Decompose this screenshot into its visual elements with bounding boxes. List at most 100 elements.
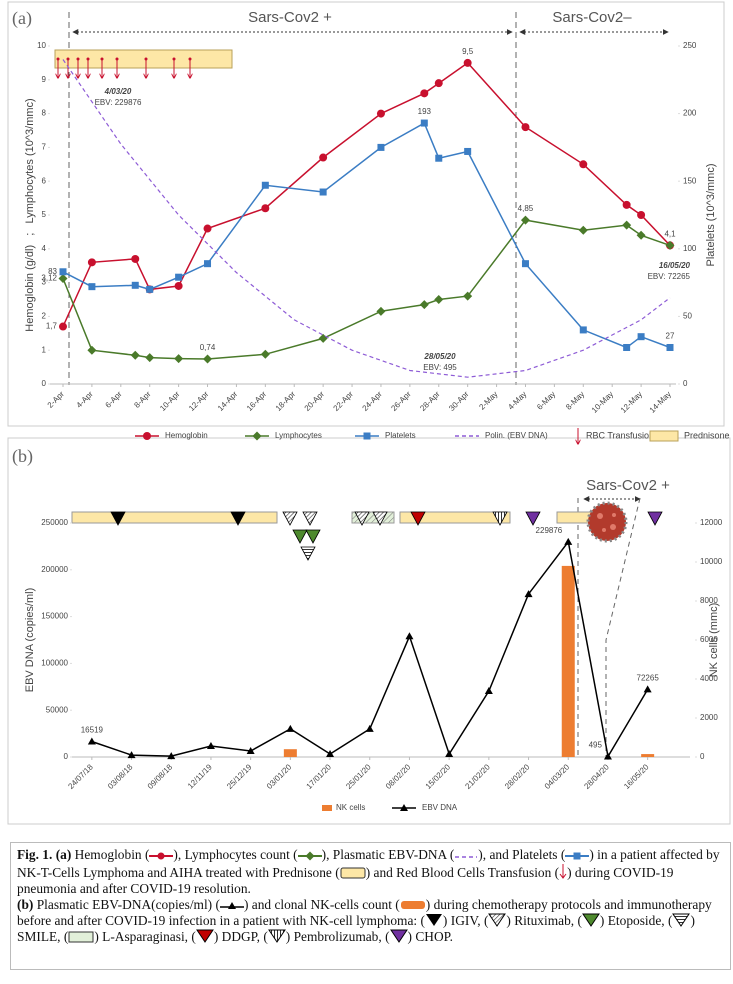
y2-tick-label: 50 xyxy=(683,312,692,321)
x-tick-label: 25/01/20 xyxy=(344,762,373,791)
y2-tick-label: 150 xyxy=(683,176,697,185)
annotation: 4/03/20 xyxy=(104,87,132,96)
y2-tick-label: 8000 xyxy=(700,596,718,605)
caption-text: Hemoglobin ( xyxy=(71,847,150,862)
y2-tick-label: 2000 xyxy=(700,713,718,722)
y-axis-label: EBV DNA (copies/ml) xyxy=(24,588,36,693)
icon-nk xyxy=(400,901,425,909)
prednisone-bar xyxy=(54,49,233,69)
point xyxy=(464,147,472,155)
etoposide xyxy=(305,529,321,544)
point xyxy=(252,431,262,441)
annotation: EBV: 495 xyxy=(423,363,457,372)
x-tick-label: 09/08/18 xyxy=(146,762,175,791)
point xyxy=(463,58,472,67)
caption-text: (b) xyxy=(17,897,34,912)
point xyxy=(603,752,612,760)
x-tick-label: 4-Apr xyxy=(75,389,95,409)
point xyxy=(87,737,96,745)
series-line xyxy=(62,122,671,349)
point xyxy=(623,343,631,351)
x-tick-label: 2-Apr xyxy=(46,389,66,409)
point xyxy=(484,687,493,695)
point xyxy=(524,590,533,598)
x-tick-label: 4-May xyxy=(506,390,528,412)
point xyxy=(175,273,183,281)
point xyxy=(405,632,414,640)
x-tick-label: 6-May xyxy=(535,390,557,412)
series-line xyxy=(62,59,671,378)
point xyxy=(435,154,443,162)
y-tick-label: 250000 xyxy=(41,518,68,527)
point xyxy=(260,349,270,359)
caption-text: ) Etoposide, ( xyxy=(599,913,673,928)
point xyxy=(88,283,96,291)
caption-text: ) DDGP, ( xyxy=(213,929,268,944)
point xyxy=(365,724,374,732)
x-tick-label: 28/02/20 xyxy=(503,762,532,791)
icon-igiv xyxy=(425,914,442,926)
transfusion-dot xyxy=(100,57,104,61)
prednisone-bar xyxy=(399,511,511,524)
y-tick-label: 0 xyxy=(42,379,47,388)
y-tick-label: 5 xyxy=(42,210,47,219)
x-tick-label: 14-Apr xyxy=(216,389,240,413)
icon-etoposide xyxy=(581,913,600,927)
icon-ebv-dna xyxy=(219,902,244,909)
point xyxy=(131,281,139,289)
legend-label: Lymphocytes xyxy=(275,431,322,440)
x-tick-label: 04/03/20 xyxy=(543,762,572,791)
y-tick-label: 9 xyxy=(42,75,47,84)
caption-text: (a) xyxy=(52,847,72,862)
transfusions xyxy=(57,57,192,79)
annotation: EBV: 229876 xyxy=(95,98,142,107)
point xyxy=(420,89,429,98)
value-label: 83 xyxy=(48,267,57,276)
prednisone-bar xyxy=(556,511,592,524)
legend-label: RBC Transfusion xyxy=(586,430,654,440)
annotation: EBV: 72265 xyxy=(648,272,691,281)
x-tick-label: 14-May xyxy=(648,390,673,415)
panel-label: (b) xyxy=(12,446,33,467)
icon-pembrolizumab xyxy=(267,929,286,943)
point xyxy=(420,119,428,127)
x-tick-label: 8-May xyxy=(564,390,586,412)
point xyxy=(665,240,675,250)
x-tick-label: 22-Apr xyxy=(332,389,356,413)
y-tick-label: 6 xyxy=(42,176,47,185)
point xyxy=(261,204,270,213)
icon-chop xyxy=(389,929,408,943)
y2-tick-label: 4000 xyxy=(700,674,718,683)
point xyxy=(434,295,444,304)
igiv xyxy=(110,511,126,526)
point xyxy=(578,225,588,235)
transfusion-dot xyxy=(76,57,80,61)
x-tick-label: 8-Apr xyxy=(132,389,152,409)
point xyxy=(445,750,454,758)
transfusion-dot xyxy=(66,57,70,61)
legend-label: Polin. (EBV DNA) xyxy=(485,431,548,440)
rituximab xyxy=(302,511,318,526)
x-tick-label: 21/02/20 xyxy=(463,762,492,791)
y-tick-label: 2 xyxy=(42,312,47,321)
y-tick-label: 200000 xyxy=(41,565,68,574)
x-tick-label: 17/01/20 xyxy=(305,762,334,791)
transfusion-dot xyxy=(172,57,176,61)
point xyxy=(434,79,443,88)
y-tick-label: 7 xyxy=(42,143,47,152)
point xyxy=(564,537,573,545)
treatments xyxy=(71,501,663,561)
point xyxy=(59,268,67,276)
caption-text: ) CHOP. xyxy=(407,929,453,944)
point xyxy=(59,322,67,331)
y-axis-label: Hemoglobin (g/dl) ; Lymphocytes (10^3/mm… xyxy=(24,98,36,331)
point xyxy=(203,354,213,364)
caption-text: ) IGIV, ( xyxy=(442,913,489,928)
annotation: 16/05/20 xyxy=(659,261,691,270)
y-tick-label: 150000 xyxy=(41,612,68,621)
period-label: Sars-Cov2 + xyxy=(586,477,670,494)
caption-b: (b) Plasmatic EBV-DNA(copies/ml) () and … xyxy=(17,897,724,945)
icon-platelets xyxy=(565,852,590,860)
x-tick-label: 30-Apr xyxy=(447,389,471,413)
point xyxy=(622,200,631,209)
